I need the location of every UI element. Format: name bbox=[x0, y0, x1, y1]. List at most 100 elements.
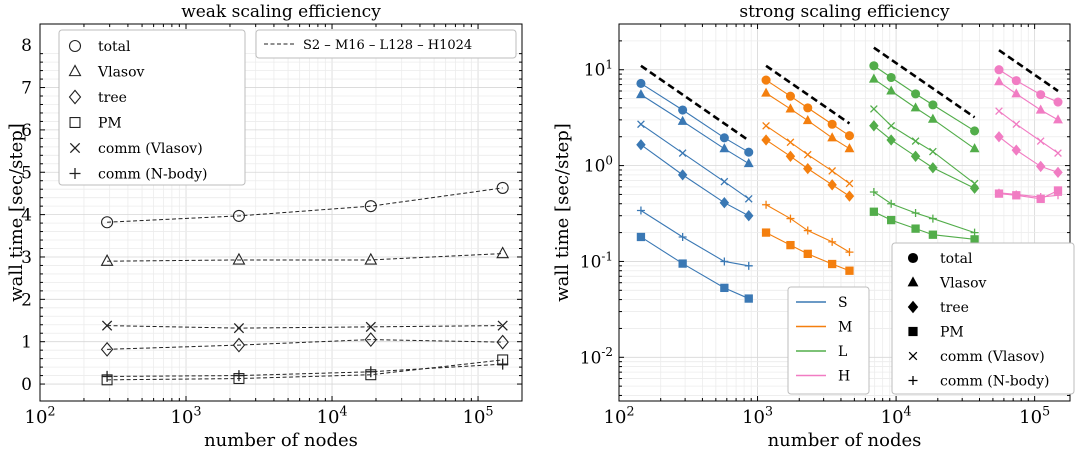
legend-marker-x bbox=[69, 142, 81, 154]
series-line-plus bbox=[107, 363, 503, 377]
data-point-square bbox=[970, 235, 979, 244]
data-point-plus bbox=[828, 237, 837, 246]
legend-marker-square bbox=[908, 326, 918, 337]
data-point-triangle bbox=[719, 143, 730, 153]
data-point-triangle bbox=[743, 158, 754, 168]
data-point-diamond bbox=[232, 337, 246, 353]
x-tick-label-base: 10 bbox=[25, 407, 48, 428]
x-tick-label: 104 bbox=[317, 403, 348, 428]
group-L bbox=[868, 46, 980, 244]
data-point-triangle bbox=[1035, 104, 1046, 114]
data-point-x bbox=[929, 147, 937, 156]
data-point-circle bbox=[869, 61, 879, 71]
legend-marker-diamond bbox=[68, 89, 82, 105]
data-point-x bbox=[1054, 149, 1062, 157]
y-tick-label-base: 10 bbox=[584, 157, 606, 177]
data-point-x bbox=[870, 105, 878, 113]
legend-label: comm (Vlasov) bbox=[98, 141, 203, 157]
data-point-circle bbox=[719, 133, 729, 143]
data-point-square bbox=[828, 259, 837, 269]
x-tick-label-exponent: 5 bbox=[1042, 403, 1050, 418]
data-point-x bbox=[887, 121, 896, 130]
legend-marker-square bbox=[69, 117, 81, 129]
legend-label: comm (N-body) bbox=[98, 167, 207, 183]
data-point-square bbox=[1053, 186, 1063, 195]
data-point-diamond bbox=[1011, 144, 1022, 156]
legend-marker-circle bbox=[68, 39, 82, 53]
y-tick-label-base: 10 bbox=[584, 61, 606, 81]
data-point-diamond bbox=[827, 179, 837, 191]
x-tick-label-base: 10 bbox=[317, 407, 340, 428]
data-point-circle bbox=[970, 126, 980, 136]
data-point-diamond bbox=[744, 210, 754, 222]
data-point-circle bbox=[994, 65, 1004, 75]
x-tick-label-exponent: 2 bbox=[626, 403, 634, 418]
data-point-x bbox=[365, 321, 376, 333]
axes-frame-strong bbox=[618, 23, 1071, 402]
data-point-x bbox=[233, 323, 245, 334]
data-point-diamond bbox=[496, 334, 509, 350]
data-point-square bbox=[994, 189, 1004, 198]
y-tick-label: 1 bbox=[21, 333, 32, 353]
y-tick-label: 0 bbox=[21, 375, 32, 395]
data-point-circle bbox=[911, 89, 921, 99]
series-line-triangle bbox=[998, 81, 1059, 121]
data-point-diamond bbox=[1053, 166, 1063, 179]
data-point-circle bbox=[636, 78, 646, 88]
series-line-x bbox=[640, 123, 750, 200]
data-point-square bbox=[786, 240, 795, 250]
y-tick-label-exponent: -2 bbox=[601, 345, 613, 359]
series-line-square bbox=[107, 359, 503, 381]
x-tick-label: 103 bbox=[171, 403, 202, 428]
data-point-square bbox=[744, 294, 753, 303]
data-point-circle bbox=[232, 209, 245, 222]
data-point-diamond bbox=[1035, 160, 1046, 173]
legend-marker-plus bbox=[69, 168, 81, 179]
data-point-diamond bbox=[100, 341, 114, 357]
y-tick-label: 3 bbox=[21, 248, 32, 268]
legend-label: L bbox=[838, 344, 847, 360]
y-tick-label-exponent: 0 bbox=[605, 153, 613, 167]
y-tick-label-exponent: 1 bbox=[605, 58, 613, 72]
legend-marker-circle bbox=[907, 252, 919, 264]
data-point-square bbox=[678, 259, 687, 268]
series-line-triangle bbox=[107, 253, 503, 262]
data-point-circle bbox=[803, 103, 813, 113]
legend-marker-diamond bbox=[907, 300, 919, 314]
x-tick-label: 102 bbox=[604, 403, 635, 428]
x-tick-label: 102 bbox=[25, 403, 56, 428]
x-tick-label: 104 bbox=[881, 403, 912, 428]
legend-label: total bbox=[940, 251, 973, 267]
data-point-triangle bbox=[868, 73, 879, 83]
series-line-x bbox=[107, 325, 503, 329]
legend-markers-weak: total Vlasov tree PM comm (Vlasov) comm (N-bo… bbox=[58, 29, 246, 186]
legend-label: total bbox=[98, 39, 131, 55]
data-point-triangle bbox=[364, 252, 378, 265]
data-point-plus bbox=[803, 226, 812, 235]
x-tick-label-base: 10 bbox=[463, 407, 486, 428]
data-point-plus bbox=[636, 206, 645, 215]
data-point-x bbox=[911, 137, 920, 145]
group-M bbox=[761, 64, 855, 275]
x-tick-label-exponent: 5 bbox=[485, 403, 493, 418]
series-line-circle bbox=[107, 187, 503, 223]
axes-frame-weak bbox=[39, 23, 523, 402]
x-tick-label-exponent: 4 bbox=[904, 403, 912, 418]
x-tick-label-exponent: 3 bbox=[193, 403, 201, 418]
series-line-x bbox=[998, 110, 1059, 154]
data-point-square bbox=[911, 224, 920, 233]
y-tick-label: 10-2 bbox=[580, 345, 613, 368]
y-axis-label-weak: wall time [sec/step] bbox=[6, 123, 27, 302]
data-point-diamond bbox=[844, 190, 855, 202]
data-point-square bbox=[803, 249, 812, 259]
data-point-diamond bbox=[364, 332, 378, 348]
data-point-square bbox=[928, 230, 938, 239]
y-tick-label: 5 bbox=[21, 163, 32, 183]
legend-box bbox=[58, 29, 246, 186]
data-point-plus bbox=[744, 261, 753, 270]
data-point-diamond bbox=[910, 150, 921, 162]
data-point-triangle bbox=[636, 89, 646, 99]
legend-box bbox=[787, 286, 870, 395]
data-point-triangle bbox=[785, 103, 796, 113]
